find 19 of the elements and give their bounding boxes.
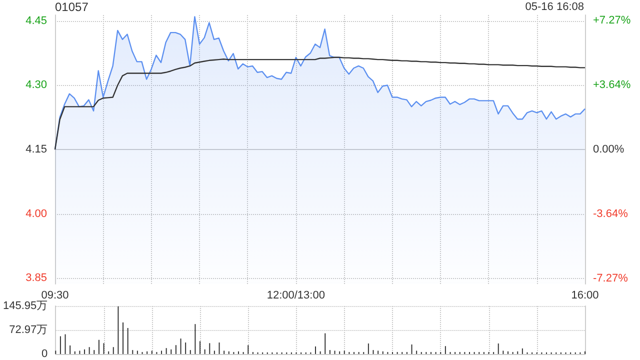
x-tick-label: 16:00 [571, 290, 599, 302]
y2-tick-label: 0.00% [593, 144, 624, 156]
y-tick-label: 4.15 [26, 144, 47, 156]
y-tick-label: 4.45 [26, 14, 47, 27]
y2-tick-label: -7.27% [593, 272, 628, 285]
y2-tick-label: -3.64% [593, 208, 628, 220]
y2-tick-label: +3.64% [593, 78, 631, 91]
y-tick-label: 4.30 [26, 79, 47, 92]
y-tick-label: 0 [42, 348, 48, 360]
line-series [54, 56, 586, 150]
y-tick-label: 4.00 [26, 208, 47, 220]
y-tick-label: 72.97万 [9, 324, 48, 336]
x-tick-label: 09:30 [41, 290, 69, 302]
y2-tick-label: +7.27% [593, 14, 631, 26]
x-tick-label: 12:00/13:00 [266, 290, 325, 302]
y-tick-label: 3.85 [26, 272, 47, 284]
y-tick-label: 145.95万 [2, 300, 48, 312]
chart-title: 01057 [55, 0, 88, 14]
text: 05-16 16:08 [525, 1, 584, 13]
